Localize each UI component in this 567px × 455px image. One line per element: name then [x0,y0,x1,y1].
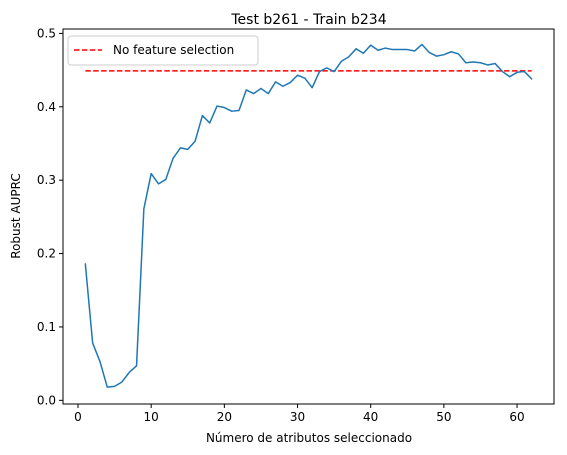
y-tick-label: 0.1 [37,320,56,334]
axes-frame [62,28,555,405]
y-axis-label: Robust AUPRC [9,173,23,258]
y-tick-label: 0.2 [37,247,56,261]
legend-baseline-label: No feature selection [113,43,234,57]
x-tick-label: 20 [217,410,232,424]
x-axis-label: Número de atributos seleccionado [206,431,412,445]
x-tick-label: 30 [290,410,305,424]
series-line-0 [84,43,533,388]
y-axis: 0.0 0.1 0.2 0.3 0.4 0.5 [37,26,63,407]
chart-title: Test b261 - Train b234 [230,12,386,28]
legend: No feature selection [67,35,259,66]
x-axis: 0 10 20 30 40 50 60 [74,404,525,424]
y-tick-label: 0.5 [37,26,56,40]
x-tick-label: 60 [509,410,524,424]
y-tick-label: 0.3 [37,173,56,187]
x-tick-label: 40 [363,410,378,424]
y-tick-label: 0.0 [37,393,56,407]
x-tick-label: 50 [436,410,451,424]
y-tick-label: 0.4 [37,100,56,114]
legend-box [67,35,259,66]
x-tick-label: 10 [144,410,159,424]
plot-area [84,43,533,388]
x-tick-label: 0 [74,410,82,424]
